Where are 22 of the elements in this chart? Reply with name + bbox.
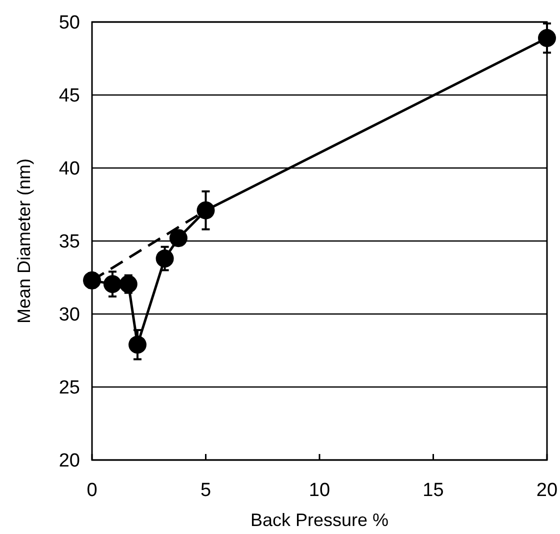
point [83, 271, 101, 290]
point [169, 229, 188, 248]
y-tick-label: 20 [58, 450, 80, 472]
x-tick-label: 0 [86, 480, 98, 501]
x-tick-label: 20 [536, 480, 558, 501]
y-tick-label: 30 [58, 304, 80, 326]
point [156, 250, 174, 268]
x-tick-label: 5 [200, 480, 212, 501]
y-axis-title: Mean Diameter (nm) [14, 158, 34, 324]
point [196, 201, 215, 220]
y-tick-label: 35 [58, 232, 80, 253]
x-tick-label: 15 [422, 480, 444, 501]
point [103, 275, 122, 294]
y-tick-label: 45 [58, 86, 80, 107]
x-tick-label: 10 [308, 480, 330, 501]
y-tick-label: 40 [58, 158, 80, 180]
point [538, 29, 556, 48]
x-axis-title: Back Pressure % [250, 510, 389, 530]
point [128, 336, 146, 354]
y-tick-label: 50 [58, 12, 80, 34]
point [119, 275, 138, 294]
y-tick-label: 25 [58, 378, 80, 399]
